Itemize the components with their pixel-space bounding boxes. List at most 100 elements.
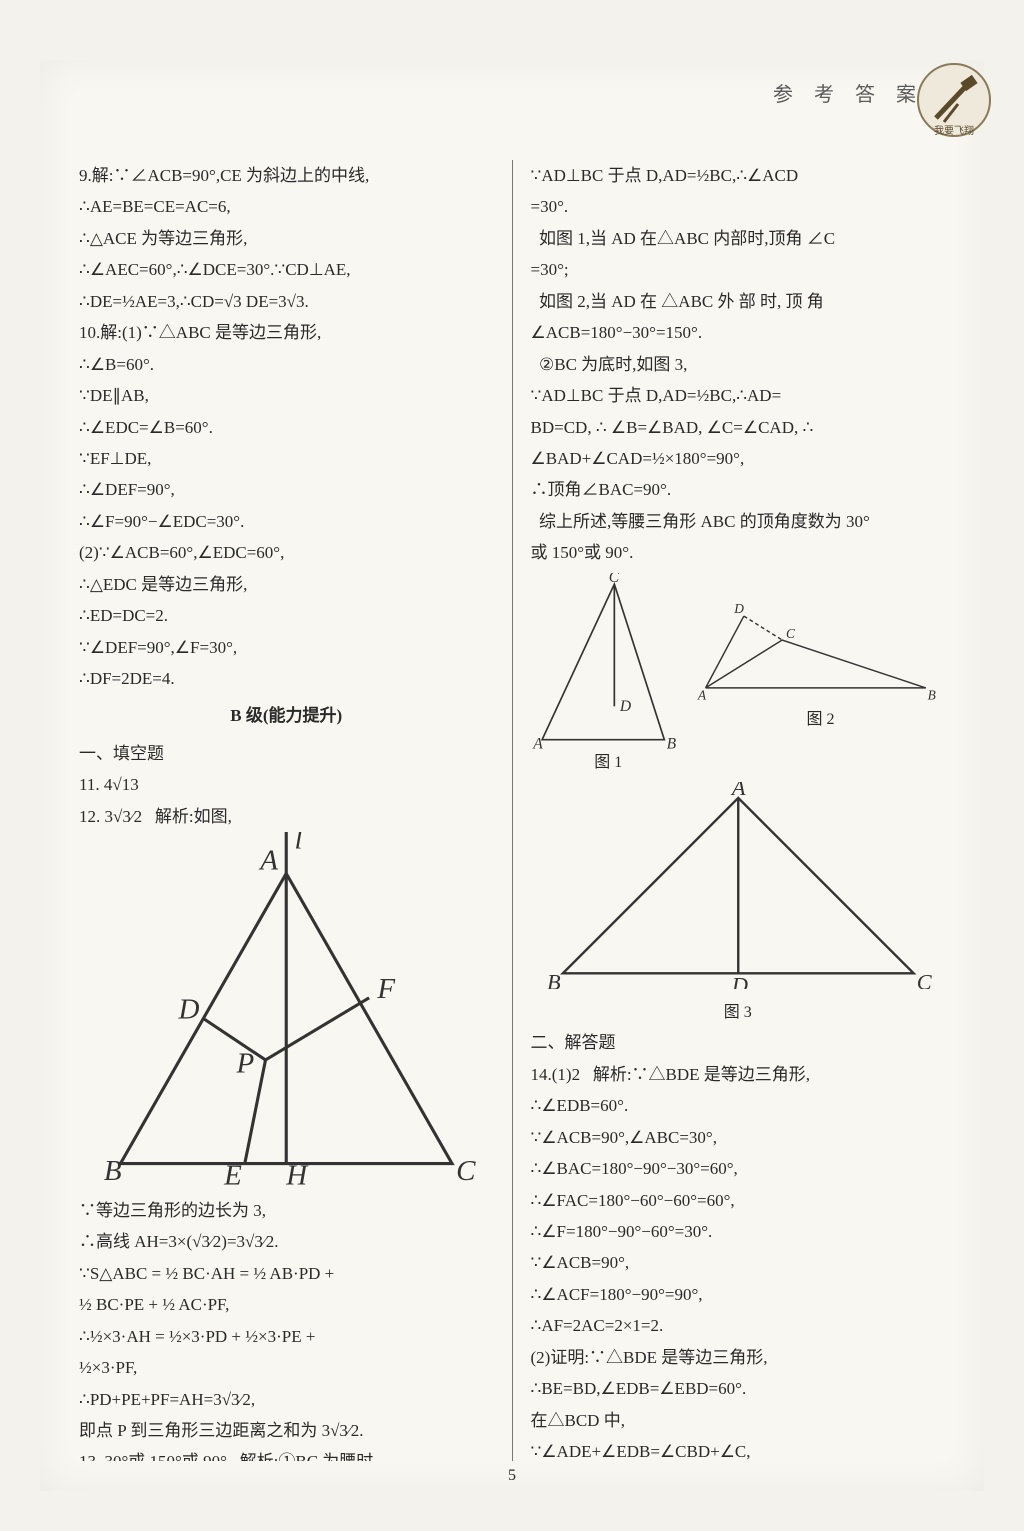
svg-text:A: A (729, 782, 745, 800)
svg-text:B: B (546, 969, 560, 989)
line: 11. 4√13 (79, 769, 494, 800)
left-column: 9.解:∵∠ACB=90°,CE 为斜边上的中线, ∴AE=BE=CE=AC=6… (65, 160, 508, 1461)
line: ∵DE∥AB, (79, 380, 494, 411)
line: =30°; (531, 254, 946, 285)
figure-3: A B C D 图 3 (531, 782, 946, 1027)
page-header-title: 参 考 答 案 (773, 78, 924, 107)
columns: 9.解:∵∠ACB=90°,CE 为斜边上的中线, ∴AE=BE=CE=AC=6… (65, 160, 959, 1461)
right-column: ∵AD⊥BC 于点 D,AD=½BC,∴∠ACD =30°. 如图 1,当 AD… (517, 160, 960, 1461)
line: ½ BC·PE + ½ AC·PF, (79, 1289, 494, 1320)
line: ∴BE=BD,∠EDB=∠EBD=60°. (531, 1373, 946, 1404)
triangle-diagram-icon: l A B C E H D F P (79, 832, 493, 1184)
line: ∴∠B=60°. (79, 349, 494, 380)
line: ∴DE=½AE=3,∴CD=√3 DE=3√3. (79, 286, 494, 317)
svg-text:D: D (618, 697, 630, 714)
svg-text:B: B (104, 1155, 122, 1184)
figure-1: A B C D 图 1 (531, 573, 687, 778)
line: ∵∠ACB=90°,∠ABC=30°, (531, 1122, 946, 1153)
line: ∵EF⊥DE, (79, 443, 494, 474)
level-heading: B 级(能力提升) (79, 700, 494, 731)
line: BD=CD, ∴ ∠B=∠BAD, ∠C=∠CAD, ∴ (531, 412, 946, 443)
line: ½×3·PF, (79, 1352, 494, 1383)
line: 或 150°或 90°. (531, 537, 946, 568)
column-divider (512, 160, 513, 1461)
svg-text:D: D (733, 601, 744, 616)
isoceles-triangle-icon: A B C D (531, 782, 946, 989)
line: ∴顶角∠BAC=90°. (531, 474, 946, 505)
figure-12: l A B C E H D F P (79, 832, 494, 1195)
obtuse-triangle-icon: A B C D (696, 573, 945, 707)
section-heading: 二、解答题 (531, 1027, 946, 1058)
line: ∴ED=DC=2. (79, 600, 494, 631)
line: ∴高线 AH=3×(√3⁄2)=3√3⁄2. (79, 1226, 494, 1257)
line: =30°. (531, 191, 946, 222)
figure-caption: 图 1 (531, 748, 687, 778)
line: ∴∠F=180°−90°−60°=30°. (531, 1216, 946, 1247)
line: 13. 30°或 150°或 90° 解析:①BC 为腰时, (79, 1446, 494, 1461)
line: ∴∠FAC=180°−60°−60°=60°, (531, 1185, 946, 1216)
line: ∴△ACE 为等边三角形, (79, 223, 494, 254)
line: ∴∠DEF=90°, (79, 474, 494, 505)
line: ∵等边三角形的边长为 3, (79, 1195, 494, 1226)
figure-2: A B C D 图 2 (696, 573, 945, 778)
line: ②BC 为底时,如图 3, (531, 349, 946, 380)
svg-text:P: P (236, 1048, 255, 1080)
svg-text:B: B (666, 735, 676, 750)
svg-text:A: A (258, 844, 278, 876)
line: 综上所述,等腰三角形 ABC 的顶角度数为 30° (531, 506, 946, 537)
line: (2)∵∠ACB=60°,∠EDC=60°, (79, 537, 494, 568)
svg-text:D: D (730, 973, 747, 990)
svg-text:C: C (916, 969, 932, 989)
svg-text:E: E (223, 1159, 242, 1184)
line: ∴AE=BE=CE=AC=6, (79, 191, 494, 222)
line: ∵AD⊥BC 于点 D,AD=½BC,∴∠ACD (531, 160, 946, 191)
line: ∴∠BAC=180°−90°−30°=60°, (531, 1153, 946, 1184)
line: 9.解:∵∠ACB=90°,CE 为斜边上的中线, (79, 160, 494, 191)
line: 14.(1)2 解析:∵△BDE 是等边三角形, (531, 1059, 946, 1090)
triangle-icon: A B C D (531, 573, 687, 751)
figure-caption: 图 3 (531, 998, 946, 1028)
line: ∵AD⊥BC 于点 D,AD=½BC,∴AD= (531, 380, 946, 411)
line: ∴∠EDB=60°. (531, 1090, 946, 1121)
figure-row-1-2: A B C D 图 1 (531, 573, 946, 778)
line: ∴△EDC 是等边三角形, (79, 569, 494, 600)
svg-text:l: l (295, 832, 303, 856)
line: (2)证明:∵△BDE 是等边三角形, (531, 1342, 946, 1373)
line: 即点 P 到三角形三边距离之和为 3√3⁄2. (79, 1415, 494, 1446)
svg-text:F: F (376, 973, 395, 1005)
svg-text:D: D (177, 994, 199, 1026)
line: ∵S△ABC = ½ BC·AH = ½ AB·PD + (79, 1258, 494, 1289)
line: ∵∠ACB=90°, (531, 1247, 946, 1278)
section-heading: 一、填空题 (79, 738, 494, 769)
svg-text:C: C (608, 573, 619, 586)
svg-text:C: C (456, 1155, 476, 1184)
line: ∴PD+PE+PF=AH=3√3⁄2, (79, 1384, 494, 1415)
logo-caption: 我要飞翔 (934, 124, 974, 137)
svg-text:B: B (928, 687, 936, 702)
page-number: 5 (40, 1467, 984, 1485)
line: 10.解:(1)∵△ABC 是等边三角形, (79, 317, 494, 348)
figure-caption: 图 2 (696, 705, 945, 735)
line: ∠BAD+∠CAD=½×180°=90°, (531, 443, 946, 474)
line: ∴∠AEC=60°,∴∠DCE=30°.∵CD⊥AE, (79, 254, 494, 285)
svg-text:H: H (285, 1159, 309, 1184)
line: ∵∠ADE+∠EDB=∠CBD+∠C, (531, 1436, 946, 1461)
svg-text:A: A (697, 687, 707, 702)
line: 如图 1,当 AD 在△ABC 内部时,顶角 ∠C (531, 223, 946, 254)
line: ∴∠EDC=∠B=60°. (79, 412, 494, 443)
svg-text:A: A (532, 735, 543, 750)
logo-badge: 我要飞翔 (914, 60, 994, 140)
line: 在△BCD 中, (531, 1405, 946, 1436)
line: ∠ACB=180°−30°=150°. (531, 317, 946, 348)
svg-text:C: C (786, 626, 796, 641)
line: 12. 3√3⁄2 解析:如图, (79, 801, 494, 832)
line: ∴½×3·AH = ½×3·PD + ½×3·PE + (79, 1321, 494, 1352)
telescope-icon: 我要飞翔 (914, 60, 994, 140)
line: ∴DF=2DE=4. (79, 663, 494, 694)
line: ∴∠F=90°−∠EDC=30°. (79, 506, 494, 537)
line: 如图 2,当 AD 在 △ABC 外 部 时, 顶 角 (531, 286, 946, 317)
line: ∴∠ACF=180°−90°=90°, (531, 1279, 946, 1310)
line: ∴AF=2AC=2×1=2. (531, 1310, 946, 1341)
page: 参 考 答 案 我要飞翔 9.解:∵∠ACB=90°,CE 为斜边上的中线, ∴… (40, 60, 984, 1491)
line: ∵∠DEF=90°,∠F=30°, (79, 632, 494, 663)
